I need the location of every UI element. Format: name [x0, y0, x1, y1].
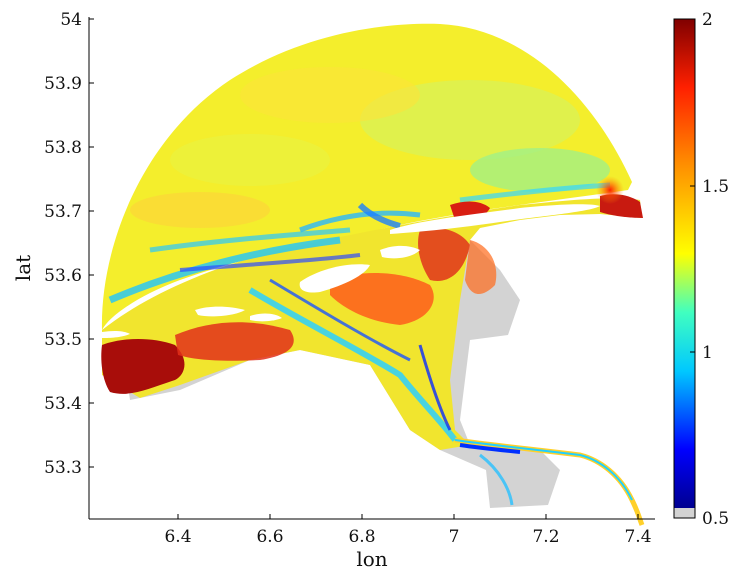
channel-streak	[149, 227, 351, 253]
y-tick-label: 53.4	[44, 394, 82, 414]
estuary-channel	[459, 443, 521, 454]
channel-streak	[299, 210, 421, 233]
tidal-flat	[330, 273, 434, 325]
channel-streak	[418, 344, 452, 431]
eastern-hotspot	[596, 176, 624, 204]
x-ticks: 6.4 6.6 6.8 7 7.2 7.4	[164, 514, 652, 547]
island	[195, 306, 245, 317]
channel-streak	[248, 287, 458, 442]
sea-field-coastal	[102, 198, 642, 450]
colorbar-tick-label: 0.5	[702, 509, 729, 529]
channel-streak	[459, 182, 611, 203]
x-tick-label: 7.2	[532, 527, 559, 547]
y-axis-label: lat	[11, 255, 35, 281]
channel-streak	[269, 278, 411, 362]
channel-streak	[357, 202, 401, 229]
offshore-patch	[170, 134, 330, 186]
colorbar-land-swatch	[674, 508, 695, 518]
offshore-patch	[240, 67, 420, 123]
estuary-channel	[479, 453, 514, 506]
island	[299, 264, 370, 293]
x-tick-label: 7	[449, 527, 460, 547]
colorbar-frame	[673, 18, 696, 519]
channel-streak	[179, 253, 361, 272]
y-tick-label: 53.6	[44, 266, 82, 286]
colorbar-tick-label: 2	[702, 10, 713, 30]
y-tick-label: 54	[60, 10, 82, 30]
y-ticks: 53.3 53.4 53.5 53.6 53.7 53.8 53.9 54	[44, 10, 94, 478]
y-tick-label: 53.5	[44, 330, 82, 350]
map-plot-area	[101, 23, 645, 526]
y-tick-label: 53.7	[44, 202, 82, 222]
channel-streak	[108, 236, 341, 304]
island	[102, 330, 130, 338]
x-tick-label: 7.4	[624, 527, 651, 547]
colorbar: 2 1.5 1 0.5	[673, 10, 729, 529]
tidal-flat-west	[101, 338, 185, 394]
colorbar-tick-label: 1	[702, 343, 713, 363]
tidal-flat	[465, 240, 497, 295]
island	[390, 204, 600, 234]
y-tick-label: 53.8	[44, 138, 82, 158]
x-tick-label: 6.6	[256, 527, 283, 547]
estuary-channel	[454, 439, 633, 501]
island	[380, 245, 420, 259]
x-axis-label: lon	[356, 547, 387, 571]
colorbar-tick-label: 1.5	[702, 177, 729, 197]
x-tick-label: 6.4	[164, 527, 191, 547]
x-tick-label: 6.8	[348, 527, 375, 547]
tidal-flat	[175, 322, 294, 361]
tidal-flat	[418, 228, 470, 281]
y-tick-label: 53.3	[44, 458, 82, 478]
island	[250, 313, 282, 322]
offshore-patch	[470, 148, 610, 192]
colorbar-gradient	[674, 19, 695, 508]
axes: 6.4 6.6 6.8 7 7.2 7.4 53.3 53.4 53.5 53.…	[11, 10, 655, 571]
offshore-patch	[130, 192, 270, 228]
y-tick-label: 53.9	[44, 74, 82, 94]
